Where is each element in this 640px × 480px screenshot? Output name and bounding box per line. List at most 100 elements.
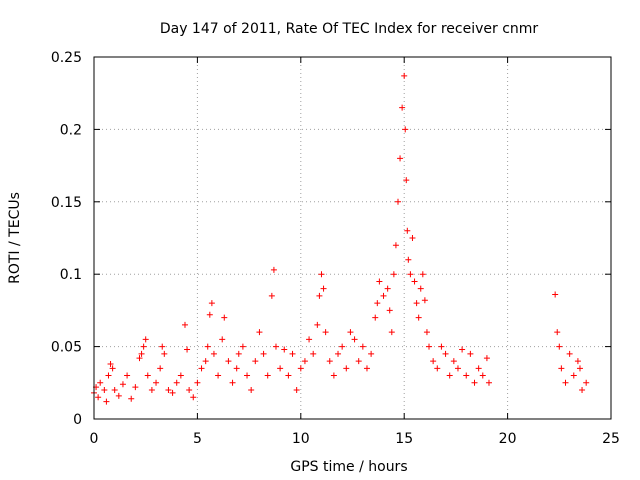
data-point	[363, 365, 370, 372]
data-point	[97, 379, 104, 386]
data-point	[347, 329, 354, 336]
data-point	[374, 300, 381, 307]
data-point	[355, 358, 362, 365]
y-tick-label: 0.1	[60, 267, 82, 283]
data-point	[401, 72, 408, 79]
data-point	[109, 365, 116, 372]
data-point	[297, 365, 304, 372]
data-point	[289, 350, 296, 357]
data-point	[576, 365, 583, 372]
data-point	[235, 350, 242, 357]
data-point	[322, 329, 329, 336]
data-point	[142, 336, 149, 343]
data-point	[208, 300, 215, 307]
data-point	[132, 384, 139, 391]
data-point	[405, 256, 412, 263]
data-point	[390, 271, 397, 278]
data-point	[419, 271, 426, 278]
data-point	[343, 365, 350, 372]
data-point	[202, 358, 209, 365]
y-tick-label: 0	[73, 412, 82, 428]
data-point	[450, 358, 457, 365]
data-point	[423, 329, 430, 336]
data-point	[111, 387, 118, 394]
data-point	[388, 329, 395, 336]
y-tick-label: 0.25	[51, 50, 82, 66]
data-point	[264, 372, 271, 379]
grid	[94, 57, 611, 419]
data-point	[430, 358, 437, 365]
data-point	[411, 278, 418, 285]
y-tick-label: 0.2	[60, 122, 82, 138]
data-point	[244, 372, 251, 379]
data-point	[169, 389, 176, 396]
data-point	[215, 372, 222, 379]
data-point	[184, 346, 191, 353]
data-point	[225, 358, 232, 365]
data-point	[554, 329, 561, 336]
data-point	[372, 314, 379, 321]
x-tick-label: 15	[395, 431, 413, 447]
data-point	[351, 336, 358, 343]
data-point	[206, 311, 213, 318]
data-point	[407, 271, 414, 278]
data-point	[404, 227, 411, 234]
data-point	[330, 372, 337, 379]
data-point	[119, 381, 126, 388]
data-point	[115, 392, 122, 399]
data-point	[159, 343, 166, 350]
data-point	[376, 278, 383, 285]
data-point	[148, 387, 155, 394]
data-point	[190, 394, 197, 401]
data-point	[552, 291, 559, 298]
data-point	[368, 350, 375, 357]
data-point	[239, 343, 246, 350]
data-point	[386, 307, 393, 314]
data-point	[320, 285, 327, 292]
data-point	[173, 379, 180, 386]
data-point	[483, 355, 490, 362]
data-point	[558, 365, 565, 372]
y-tick-label: 0.15	[51, 195, 82, 211]
y-axis-label: ROTI / TECUs	[7, 192, 23, 284]
data-point	[285, 372, 292, 379]
data-point	[153, 379, 160, 386]
data-point	[105, 372, 112, 379]
data-point	[415, 314, 422, 321]
chart-title: Day 147 of 2011, Rate Of TEC Index for r…	[160, 21, 539, 37]
x-tick-label: 10	[292, 431, 310, 447]
data-point	[270, 266, 277, 273]
data-point	[426, 343, 433, 350]
data-point	[402, 126, 409, 133]
data-point	[161, 350, 168, 357]
data-point	[421, 297, 428, 304]
data-point	[140, 343, 147, 350]
data-point	[467, 350, 474, 357]
data-point	[454, 365, 461, 372]
data-series-roti	[91, 72, 590, 405]
data-point	[252, 358, 259, 365]
x-tick-label: 0	[90, 431, 99, 447]
data-point	[101, 387, 108, 394]
data-point	[107, 360, 114, 367]
data-point	[314, 321, 321, 328]
data-point	[221, 314, 228, 321]
data-point	[380, 292, 387, 299]
data-point	[210, 350, 217, 357]
data-point	[124, 372, 131, 379]
data-point	[95, 394, 102, 401]
data-point	[157, 365, 164, 372]
data-point	[446, 372, 453, 379]
data-point	[570, 372, 577, 379]
data-point	[268, 292, 275, 299]
data-point	[339, 343, 346, 350]
data-point	[229, 379, 236, 386]
data-point	[310, 350, 317, 357]
data-point	[475, 365, 482, 372]
data-point	[442, 350, 449, 357]
data-point	[463, 372, 470, 379]
data-point	[144, 372, 151, 379]
data-point	[434, 365, 441, 372]
data-point	[293, 387, 300, 394]
